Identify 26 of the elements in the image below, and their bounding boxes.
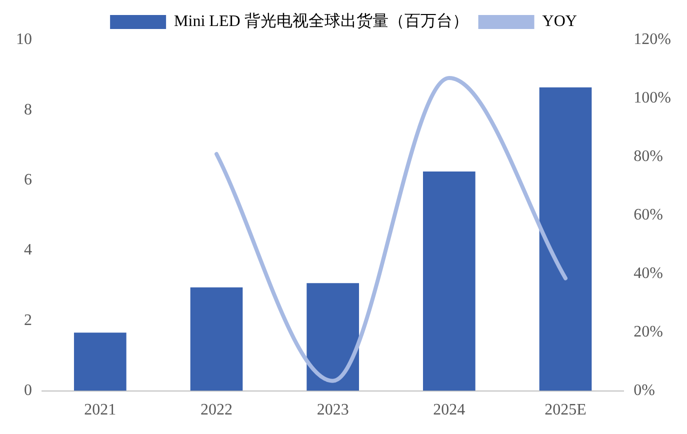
y2-tick-label: 100% [634, 90, 671, 107]
y-tick-label: 0 [24, 382, 32, 400]
x-tick-label: 2022 [200, 402, 232, 419]
y2-tick-label: 120% [634, 31, 671, 48]
x-tick-label: 2021 [84, 402, 116, 419]
y2-tick-label: 20% [634, 324, 663, 341]
bar [190, 287, 243, 391]
bar [422, 172, 476, 391]
y-tick-label: 4 [24, 242, 32, 259]
y-tick-label: 2 [24, 312, 32, 329]
y-tick-label: 10 [16, 31, 32, 48]
x-tick-label: 2025E [544, 402, 586, 419]
y-tick-label: 8 [24, 101, 32, 118]
y2-tick-label: 60% [634, 206, 663, 224]
legend-label: Mini LED 背光电视全球出货量（百万台） [174, 12, 468, 30]
legend-label: YOY [542, 13, 578, 30]
x-tick-label: 2024 [433, 402, 466, 419]
bar [74, 332, 126, 391]
x-tick-label: 2023 [316, 402, 349, 419]
y2-tick-label: 40% [634, 265, 663, 282]
line-series [214, 76, 568, 383]
bar [306, 283, 360, 391]
y2-tick-label: 80% [634, 148, 663, 166]
y2-tick-label: 0% [634, 382, 655, 400]
y-tick-label: 6 [24, 172, 32, 189]
bar [539, 87, 592, 391]
